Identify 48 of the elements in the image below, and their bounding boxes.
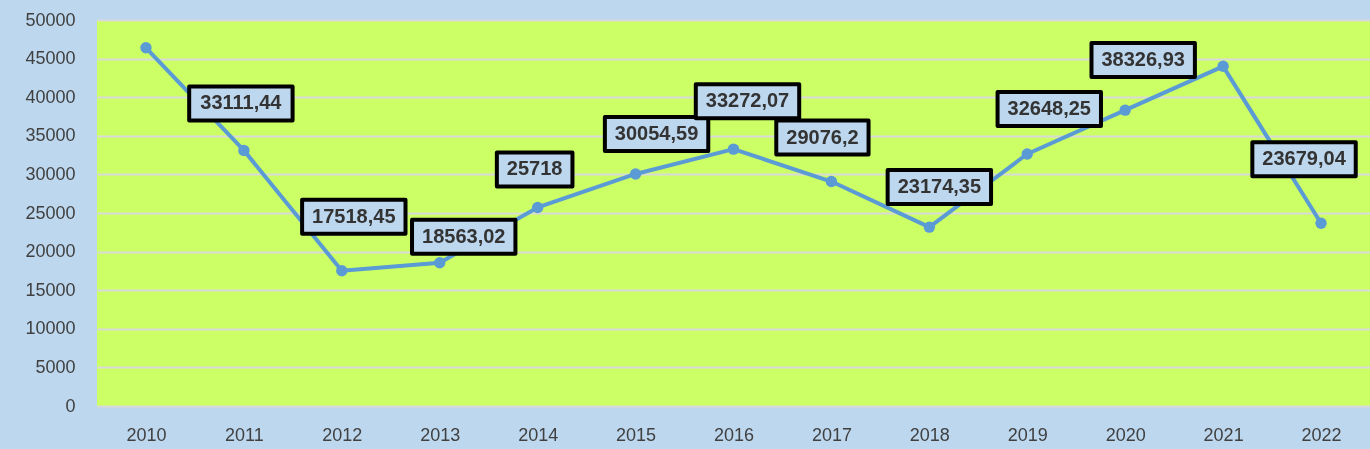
point	[434, 257, 446, 269]
data-label: 17518,45	[312, 204, 396, 227]
y-tick-label: 5000	[35, 356, 76, 377]
x-tick-label: 2013	[420, 424, 461, 445]
y-tick-label: 50000	[25, 9, 76, 30]
data-label: 38326,93	[1101, 48, 1185, 71]
y-tick-label: 45000	[25, 48, 76, 69]
point	[140, 42, 152, 54]
data-label: 29076,2	[786, 125, 859, 148]
data-label: 18563,02	[422, 224, 506, 247]
point	[923, 221, 936, 233]
point	[238, 144, 250, 157]
point	[336, 265, 348, 277]
x-tick-label: 2016	[713, 424, 755, 445]
y-tick-label: 0	[65, 395, 76, 416]
x-tick-label: 2011	[225, 424, 264, 445]
x-tick-label: 2012	[322, 424, 363, 445]
data-label: 25718	[506, 157, 563, 180]
x-tick-label: 2022	[1301, 424, 1342, 445]
x-tick-label: 2021	[1203, 424, 1244, 445]
point	[1217, 60, 1229, 73]
point	[1119, 104, 1131, 116]
y-tick-label: 10000	[25, 318, 76, 339]
data-label: 32648,25	[1007, 96, 1091, 119]
data-label: 30054,59	[614, 121, 699, 144]
point	[1315, 217, 1327, 229]
point	[825, 175, 838, 188]
y-tick-label: 25000	[25, 202, 76, 223]
point	[629, 168, 642, 180]
y-tick-label: 15000	[25, 279, 76, 300]
data-label: 23174,35	[897, 175, 982, 198]
x-tick-label: 2015	[616, 424, 657, 445]
y-tick-label: 20000	[25, 241, 76, 262]
data-label: 23679,04	[1262, 147, 1347, 170]
x-tick-label: 2019	[1007, 424, 1048, 445]
point	[531, 201, 544, 214]
x-tick-label: 2014	[518, 424, 559, 445]
point	[727, 143, 740, 155]
x-tick-label: 2010	[126, 424, 167, 445]
y-tick-label: 30000	[25, 163, 76, 184]
y-tick-label: 40000	[25, 86, 76, 107]
x-tick-label: 2020	[1105, 424, 1146, 445]
y-tick-label: 35000	[25, 125, 76, 146]
point	[1021, 148, 1033, 160]
x-tick-label: 2018	[909, 424, 950, 445]
x-tick-label: 2017	[811, 424, 852, 445]
data-label: 33272,07	[705, 89, 790, 112]
data-label: 33111,44	[200, 91, 283, 114]
